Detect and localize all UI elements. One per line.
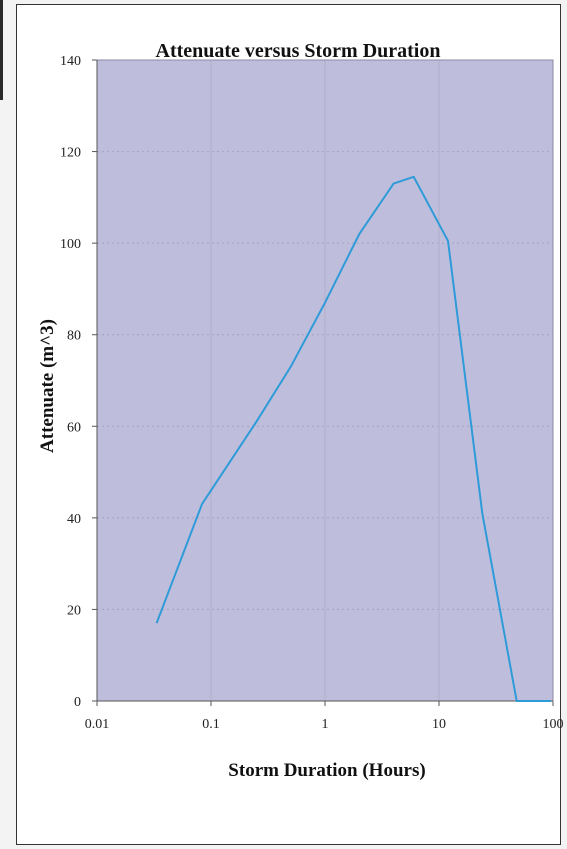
y-tick-label: 80 [67, 329, 81, 344]
chart-title: Attenuate versus Storm Duration [156, 40, 441, 62]
series-line [155, 175, 551, 702]
x-tick-label: 100 [543, 717, 564, 732]
x-tick-label: 1 [322, 717, 329, 732]
x-tick-label: 10 [432, 717, 446, 732]
x-tick-labels: 0.01 0.1 1 10 100 [85, 717, 564, 732]
y-tick-label: 20 [67, 603, 81, 618]
axes [92, 59, 554, 706]
x-axis-title: Storm Duration (Hours) [228, 760, 425, 781]
y-axis-title: Attenuate (m^3) [37, 319, 58, 453]
x-tick-label: 0.01 [85, 717, 110, 732]
y-tick-label: 100 [60, 237, 81, 252]
x-tick-label: 0.1 [202, 717, 220, 732]
y-tick-label: 40 [67, 512, 81, 527]
y-tick-label: 140 [60, 54, 81, 69]
y-tick-label: 120 [60, 146, 81, 161]
left-panel-edge [0, 0, 3, 100]
y-tick-label: 0 [74, 695, 81, 710]
grid [97, 60, 553, 701]
y-tick-label: 60 [67, 420, 81, 435]
y-tick-labels: 0 20 40 60 80 100 120 140 [60, 54, 81, 710]
